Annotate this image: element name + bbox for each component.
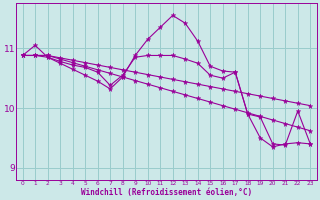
X-axis label: Windchill (Refroidissement éolien,°C): Windchill (Refroidissement éolien,°C) bbox=[81, 188, 252, 197]
